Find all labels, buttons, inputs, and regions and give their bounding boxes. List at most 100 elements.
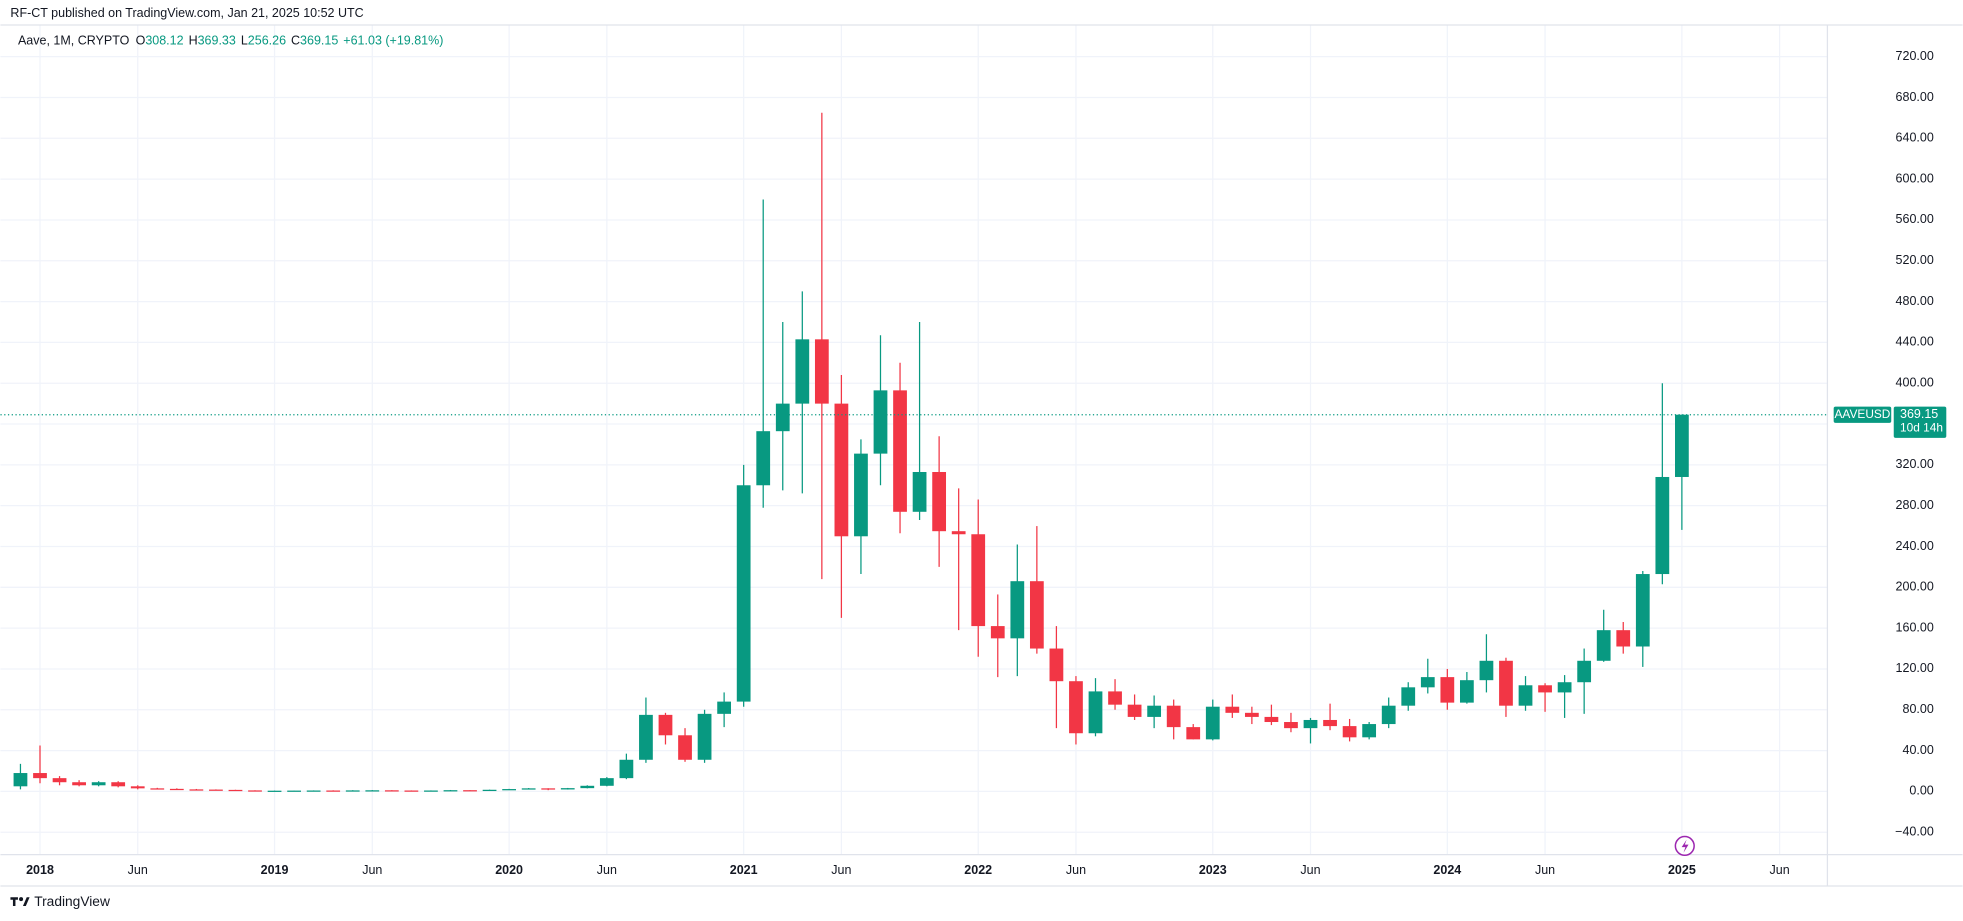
y-tick-label: 280.00 xyxy=(1896,498,1934,512)
candle-body xyxy=(893,390,907,512)
candle-body xyxy=(560,788,575,790)
candle-body xyxy=(463,790,477,792)
candle-body xyxy=(717,701,732,714)
candle-body xyxy=(13,773,28,787)
legend-key: L xyxy=(241,34,248,48)
y-tick-label: 0.00 xyxy=(1909,784,1933,798)
ohlc-legend: Aave, 1M, CRYPTO O308.12 H369.33 L256.26 C36… xyxy=(18,34,443,48)
x-tick-label: Jun xyxy=(1535,863,1555,877)
candle-body xyxy=(384,790,399,792)
candles xyxy=(0,112,1828,792)
candle-body xyxy=(169,788,184,791)
y-tick-label: 560.00 xyxy=(1896,212,1934,226)
x-tick-label: 2020 xyxy=(495,863,523,877)
candle-body xyxy=(326,790,341,792)
candle-body xyxy=(1577,660,1592,683)
y-tick-label: 160.00 xyxy=(1896,620,1934,634)
candle-body xyxy=(951,531,966,535)
candle-body xyxy=(365,790,380,792)
x-tick-label: 2018 xyxy=(26,863,54,877)
candle-body xyxy=(1303,719,1318,729)
candle-body xyxy=(1244,712,1259,717)
candle-body xyxy=(209,789,223,791)
candle-body xyxy=(697,713,712,760)
candle-body xyxy=(639,714,653,760)
candle-body xyxy=(1675,414,1689,477)
candle-body xyxy=(1127,704,1142,717)
candle-body xyxy=(404,790,419,792)
y-tick-label: 240.00 xyxy=(1896,539,1934,553)
candle-body xyxy=(306,790,321,792)
x-tick-label: Jun xyxy=(597,863,617,877)
candle-body xyxy=(150,788,165,790)
change-label: +61.03 (+19.81%) xyxy=(343,34,443,48)
candle-body xyxy=(619,759,634,779)
grid xyxy=(0,25,1828,855)
y-tick-label: 200.00 xyxy=(1896,580,1934,594)
ticker-tag-label: AAVEUSD xyxy=(1835,407,1891,421)
candle-body xyxy=(1655,476,1670,575)
price-tag-value: 369.15 xyxy=(1900,407,1938,421)
brand-logo xyxy=(10,897,30,906)
candle-body xyxy=(678,735,692,760)
candle-body xyxy=(33,773,47,779)
candle-body xyxy=(1010,581,1025,639)
candle-body xyxy=(287,790,301,792)
candle-body xyxy=(1538,685,1552,693)
x-tick-label: Jun xyxy=(831,863,851,877)
candle-body xyxy=(990,626,1005,639)
x-tick-label: 2023 xyxy=(1199,863,1227,877)
candle-body xyxy=(599,778,614,786)
x-tick-label: 2025 xyxy=(1668,863,1696,877)
y-tick-label: 40.00 xyxy=(1903,743,1934,757)
legend-key: C xyxy=(291,34,300,48)
candle-body xyxy=(1362,724,1377,738)
candle-body xyxy=(756,431,771,486)
candle-body xyxy=(345,790,360,792)
candle-body xyxy=(1049,648,1064,682)
candle-body xyxy=(72,782,86,786)
candle-body xyxy=(1499,660,1513,706)
candle-body xyxy=(1459,680,1474,703)
legend-value: 369.33 xyxy=(198,34,236,48)
candle-body xyxy=(521,788,536,790)
candle-body xyxy=(814,339,829,404)
header: RF-CT published on TradingView.com, Jan … xyxy=(10,6,363,20)
legend-key: O xyxy=(136,34,146,48)
candle-body xyxy=(1596,630,1611,661)
x-tick-label: Jun xyxy=(362,863,382,877)
candle-body xyxy=(91,782,106,786)
candle-body xyxy=(111,782,126,787)
candle-body xyxy=(1342,726,1357,738)
y-tick-label: 120.00 xyxy=(1896,661,1934,675)
candle-body xyxy=(834,403,849,537)
candle-body xyxy=(130,786,145,789)
y-tick-label: 80.00 xyxy=(1903,702,1934,716)
candle-body xyxy=(1205,706,1220,740)
candle-body xyxy=(1440,677,1455,703)
x-tick-label: 2022 xyxy=(964,863,992,877)
x-tick-label: 2021 xyxy=(730,863,758,877)
candle-body xyxy=(482,789,497,792)
legend-key: H xyxy=(189,34,198,48)
candle-body xyxy=(502,789,516,791)
y-tick-label: −40.00 xyxy=(1895,825,1934,839)
price-tag-countdown: 10d 14h xyxy=(1900,421,1943,435)
candle-body xyxy=(228,789,243,792)
legend-value: 308.12 xyxy=(145,34,183,48)
candle-body xyxy=(1166,705,1181,728)
candle-body xyxy=(424,790,438,792)
x-tick-label: Jun xyxy=(1770,863,1790,877)
candle-body xyxy=(443,790,458,792)
y-tick-label: 520.00 xyxy=(1896,253,1934,267)
event-icon[interactable] xyxy=(1674,835,1695,857)
candle-body xyxy=(267,790,282,792)
y-tick-label: 440.00 xyxy=(1896,335,1934,349)
y-tick-label: 720.00 xyxy=(1896,49,1934,63)
axes: −40.00 0.00 40.00 80.00 120.00 160.00 200.00 24… xyxy=(26,49,1947,877)
y-tick-label: 640.00 xyxy=(1896,131,1934,145)
candle-body xyxy=(1069,681,1083,734)
candle-body xyxy=(658,714,673,736)
